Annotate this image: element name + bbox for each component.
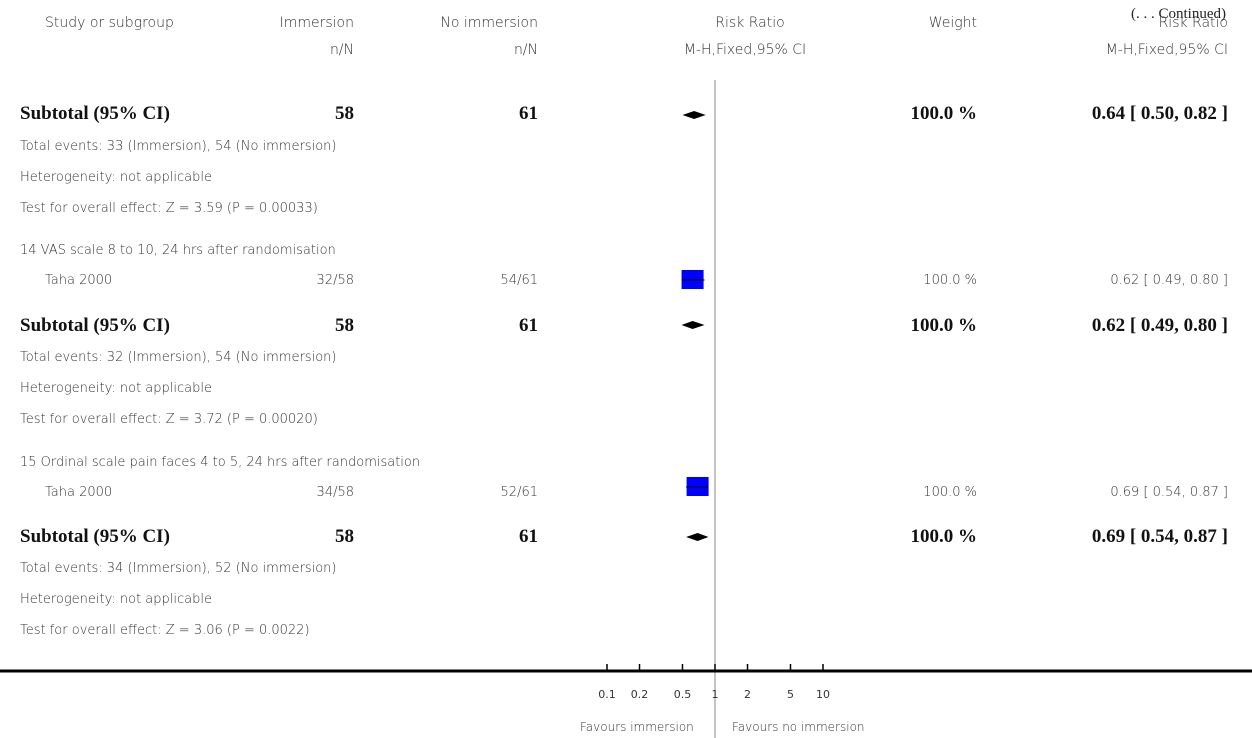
- header-no-immersion: No immersion: [440, 15, 538, 31]
- axis-tick-label: 5: [787, 688, 794, 701]
- subtotal-risk-ratio: 0.62 [ 0.49, 0.80 ]: [1091, 315, 1228, 336]
- heterogeneity: Heterogeneity: not applicable: [20, 170, 212, 185]
- header-method-right: M-H,Fixed,95% CI: [1105, 42, 1228, 58]
- subtotal-weight: 100.0 %: [910, 103, 978, 124]
- study-weight: 100.0 %: [923, 485, 977, 500]
- subtotal-risk-ratio: 0.69 [ 0.54, 0.87 ]: [1091, 526, 1228, 547]
- favours-left-label: Favours immersion: [580, 720, 694, 734]
- study-risk-ratio: 0.69 [ 0.54, 0.87 ]: [1110, 485, 1228, 500]
- pooled-diamond: [682, 111, 706, 119]
- axis-tick-label: 10: [816, 688, 830, 701]
- total-events: Total events: 34 (Immersion), 52 (No imm…: [20, 561, 337, 576]
- study-weight: 100.0 %: [923, 273, 977, 288]
- heterogeneity: Heterogeneity: not applicable: [20, 381, 212, 396]
- header-method: M-H,Fixed,95% CI: [683, 42, 807, 58]
- subtotal-weight: 100.0 %: [910, 526, 978, 547]
- pooled-diamond: [681, 321, 705, 329]
- subtotal-label: Subtotal (95% CI): [20, 103, 170, 124]
- study-no-immersion: 52/61: [500, 485, 538, 500]
- header-risk-ratio-right: Risk Ratio: [1158, 15, 1228, 31]
- study-name: Taha 2000: [45, 273, 113, 288]
- subtotal-risk-ratio: 0.64 [ 0.50, 0.82 ]: [1091, 103, 1228, 124]
- study-risk-ratio: 0.62 [ 0.49, 0.80 ]: [1110, 273, 1228, 288]
- header-weight: Weight: [928, 15, 977, 31]
- subtotal-no-immersion-n: 61: [519, 103, 538, 124]
- subgroup-title: 14 VAS scale 8 to 10, 24 hrs after rando…: [20, 243, 336, 258]
- subgroup-title: 15 Ordinal scale pain faces 4 to 5, 24 h…: [20, 455, 421, 470]
- subtotal-weight: 100.0 %: [910, 315, 978, 336]
- axis-tick-label: 0.5: [674, 688, 692, 701]
- total-events: Total events: 33 (Immersion), 54 (No imm…: [20, 139, 337, 154]
- axis-tick-label: 0.2: [631, 688, 649, 701]
- subtotal-label: Subtotal (95% CI): [20, 526, 170, 547]
- study-immersion: 32/58: [316, 273, 354, 288]
- favours-right-label: Favours no immersion: [732, 720, 865, 734]
- study-no-immersion: 54/61: [500, 273, 538, 288]
- axis-tick-label: 2: [744, 688, 751, 701]
- continued-note: (. . . Continued): [1131, 6, 1226, 22]
- pooled-diamond: [686, 533, 709, 541]
- study-immersion: 34/58: [316, 485, 354, 500]
- overall-effect: Test for overall effect: Z = 3.06 (P = 0…: [20, 623, 310, 638]
- study-name: Taha 2000: [45, 485, 113, 500]
- header-immersion: Immersion: [279, 15, 354, 31]
- overall-effect: Test for overall effect: Z = 3.59 (P = 0…: [20, 201, 318, 216]
- overall-effect: Test for overall effect: Z = 3.72 (P = 0…: [20, 412, 318, 427]
- subtotal-label: Subtotal (95% CI): [20, 315, 170, 336]
- axis-tick-label: 0.1: [598, 688, 616, 701]
- subtotal-immersion-n: 58: [335, 315, 354, 336]
- header-nn-immersion: n/N: [329, 42, 354, 58]
- subtotal-immersion-n: 58: [335, 526, 354, 547]
- subtotal-no-immersion-n: 61: [519, 526, 538, 547]
- header-risk-ratio: Risk Ratio: [715, 15, 785, 31]
- heterogeneity: Heterogeneity: not applicable: [20, 592, 212, 607]
- subtotal-immersion-n: 58: [335, 103, 354, 124]
- header-study: Study or subgroup: [45, 15, 174, 31]
- axis-tick-label: 1: [712, 688, 719, 701]
- subtotal-no-immersion-n: 61: [519, 315, 538, 336]
- header-nn-no-immersion: n/N: [513, 42, 538, 58]
- total-events: Total events: 32 (Immersion), 54 (No imm…: [20, 350, 337, 365]
